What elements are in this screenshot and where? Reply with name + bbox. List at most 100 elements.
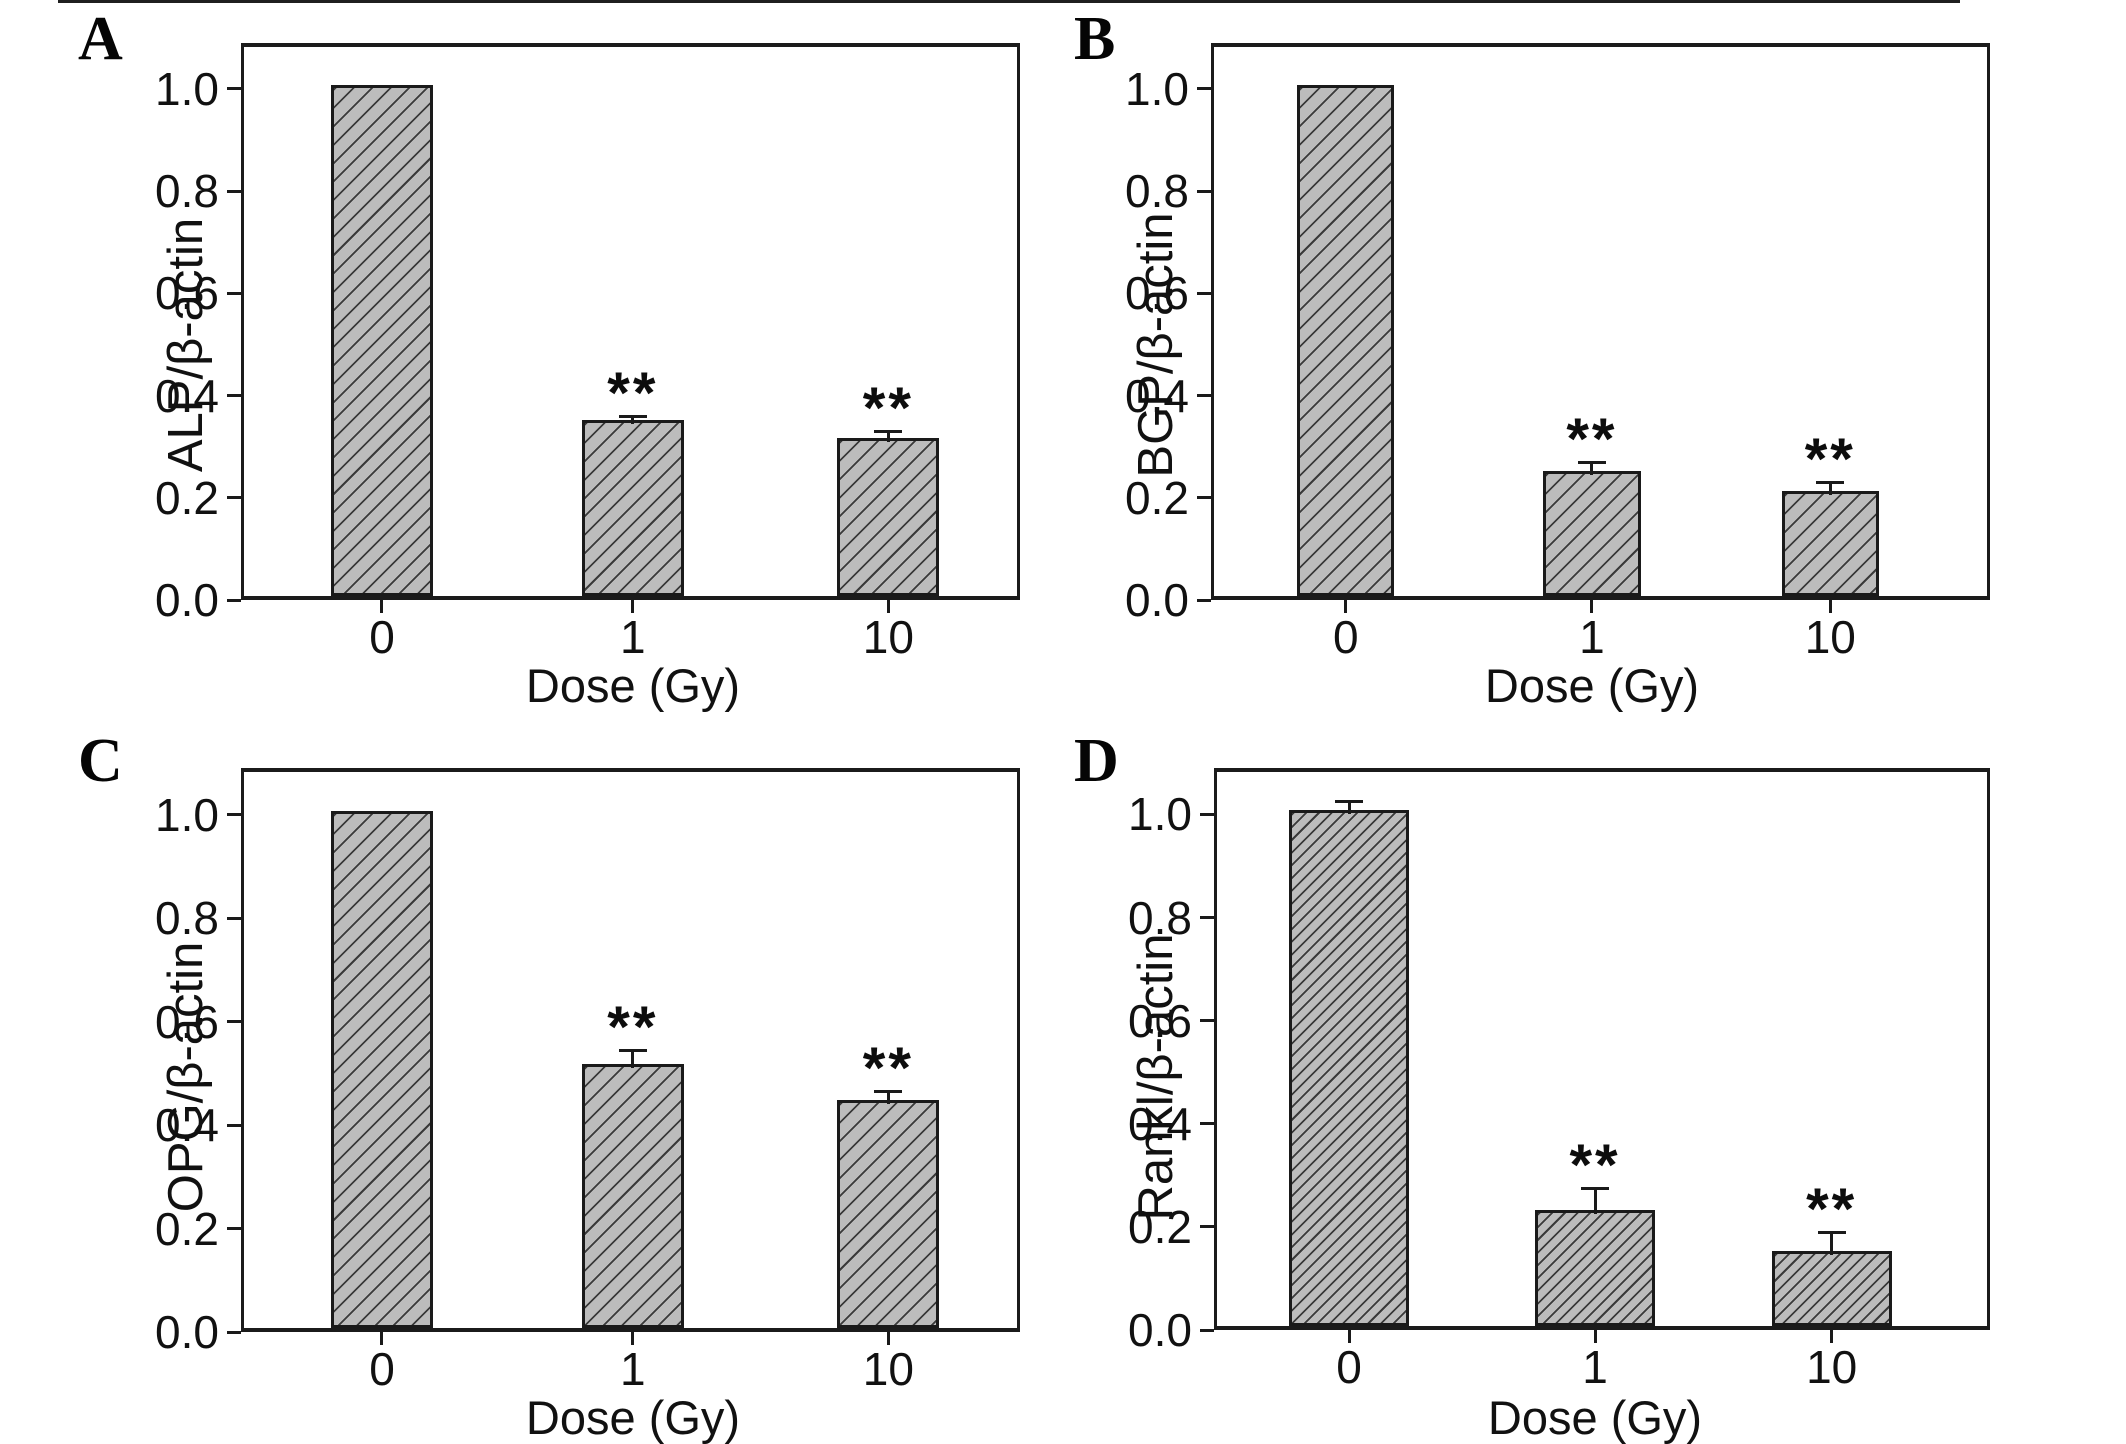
plot-area [1211,43,1990,600]
y-tick-label: 0.0 [1128,1304,1192,1356]
bar-dose-10 [837,437,940,596]
x-axis-tick [886,1332,890,1345]
y-tick-label: 1.0 [1125,62,1189,115]
x-axis-title: Dose (Gy) [1484,659,1700,712]
bar-dose-10 [1781,491,1879,596]
x-tick-label: 10 [1806,1341,1858,1393]
x-axis-title: Dose (Gy) [525,1391,741,1444]
y-axis-title: OPG/β-actin [159,941,213,1213]
y-axis-tick [227,1123,241,1127]
x-tick-label: 10 [862,1343,914,1395]
bar-dose-0 [330,810,434,1328]
plot-area [1214,768,1990,1330]
y-tick-label: 0.8 [1125,165,1189,218]
bar-dose-0 [1288,810,1410,1326]
x-tick-label: 10 [862,611,914,663]
y-tick-label: 0.6 [155,267,219,320]
y-axis-tick [1197,394,1211,398]
error-bar-cap [1817,1230,1846,1234]
y-axis-tick [227,1020,241,1024]
panel-letter-c: C [78,727,123,795]
bar-dose-0 [330,85,434,596]
y-tick-label: 0.6 [1128,994,1192,1047]
y-tick-label: 1.0 [155,62,219,115]
y-axis-tick [227,394,241,398]
scan-artifact-line [58,0,1960,3]
error-bar [1347,801,1351,815]
y-axis-tick [227,916,241,920]
x-tick-label: 0 [1332,611,1359,663]
x-tick-label: 1 [620,1343,646,1395]
x-axis-title: Dose (Gy) [525,659,741,712]
y-axis-tick [1197,291,1211,295]
significance-marker: ** [607,995,659,1060]
significance-marker: ** [1806,1177,1858,1243]
bar-dose-10 [837,1100,940,1328]
y-tick-label: 0.2 [155,471,219,524]
y-axis-tick [1200,1019,1214,1023]
y-axis-title: ALP/β-actin [159,217,213,473]
bar-dose-1 [581,419,684,596]
x-tick-label: 0 [369,611,395,663]
significance-marker: ** [862,376,914,442]
error-bar-cap [618,414,647,418]
y-axis-tick [1200,1328,1214,1332]
significance-marker: ** [1804,427,1856,493]
x-axis-tick [1830,1330,1834,1343]
x-tick-label: 1 [1582,1341,1608,1393]
y-axis-tick [227,291,241,295]
error-bar-cap [1581,1186,1610,1190]
x-axis-title: Dose (Gy) [1487,1391,1703,1444]
error-bar [1590,462,1594,475]
x-tick-label: 1 [620,611,646,663]
plot-area [241,43,1020,600]
x-axis-tick [1828,600,1832,613]
error-bar-cap [874,429,903,433]
y-tick-label: 0.8 [155,892,219,945]
y-tick-label: 0.8 [1128,891,1192,944]
error-bar-cap [1335,800,1364,803]
y-tick-label: 0.4 [1125,369,1189,422]
y-tick-label: 0.4 [1128,1097,1192,1150]
y-axis-title: BGP/β-actin [1129,212,1183,478]
significance-marker: ** [1569,1133,1621,1199]
y-axis-tick [1197,496,1211,500]
y-axis-tick [1200,1225,1214,1229]
error-bar [886,431,890,442]
y-tick-label: 0.8 [155,165,219,218]
error-bar [631,1050,635,1069]
y-axis-tick [227,813,241,817]
y-tick-label: 1.0 [1128,788,1192,841]
y-tick-label: 0.4 [155,1099,219,1152]
x-axis-tick [631,600,635,613]
y-tick-label: 0.6 [1125,267,1189,320]
error-bar [1830,1232,1834,1256]
y-axis-tick [227,1227,241,1230]
error-bar [631,416,635,424]
x-axis-tick [1344,600,1348,613]
y-axis-tick [1197,189,1211,193]
y-tick-label: 1.0 [155,788,219,841]
y-axis-tick [1200,1122,1214,1126]
y-tick-label: 0.0 [1125,574,1189,626]
y-axis-tick [1200,812,1214,816]
panel-letter-d: D [1074,727,1119,795]
y-tick-label: 0.2 [1125,471,1189,524]
bar-dose-10 [1771,1251,1892,1326]
y-axis-tick [227,496,241,500]
y-axis-tick [1197,87,1211,91]
error-bar [1828,482,1832,496]
y-axis-title: Rankl/β-actin [1129,933,1183,1221]
y-tick-label: 0.0 [155,574,219,626]
y-axis-tick [227,598,241,602]
y-axis-tick [227,87,241,91]
x-axis-tick [631,1332,635,1345]
significance-marker: ** [1566,407,1618,473]
y-axis-tick [227,189,241,193]
panel-letter-a: A [78,5,123,73]
x-tick-label: 0 [1336,1341,1362,1393]
error-bar-cap [1577,460,1606,464]
error-bar [886,1091,890,1105]
x-axis-tick [1347,1330,1351,1343]
